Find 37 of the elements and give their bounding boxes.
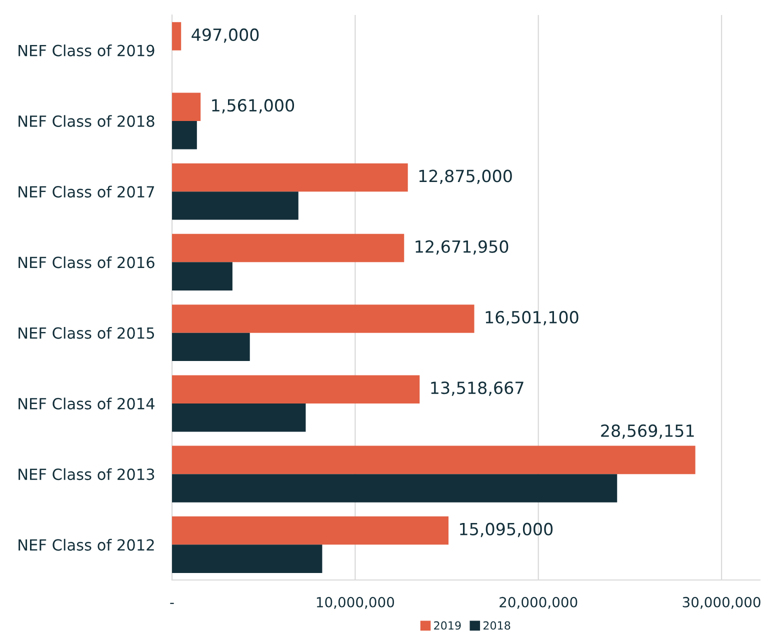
data-label: 28,569,151 [601, 424, 694, 439]
x-tick-label: 10,000,000 [316, 596, 394, 609]
data-label: 16,501,100 [486, 310, 578, 326]
bar [172, 446, 696, 474]
y-tick-label: NEF Class of 2012 [18, 538, 154, 551]
data-label: 497,000 [192, 28, 259, 43]
x-tick-label: 30,000,000 [682, 596, 760, 609]
bar [172, 92, 201, 121]
data-label: 12,875,000 [419, 170, 512, 184]
bar [172, 403, 306, 432]
x-tick-label: 20,000,000 [500, 596, 578, 609]
bar [172, 544, 322, 573]
bar [172, 304, 474, 333]
y-tick-label: NEF Class of 2014 [18, 398, 154, 410]
bar [172, 474, 618, 502]
bar [172, 192, 298, 220]
legend-label: 2018 [483, 621, 510, 630]
y-tick-label: NEF Class of 2018 [18, 115, 154, 127]
y-tick-label: NEF Class of 2017 [18, 186, 154, 198]
bar [172, 332, 250, 362]
y-tick-label: NEF Class of 2013 [18, 468, 154, 480]
y-tick-label: NEF Class of 2015 [18, 327, 154, 339]
bar [172, 163, 408, 192]
legend-label: 2019 [434, 621, 461, 630]
x-tick-label: - [170, 602, 174, 604]
bar [172, 234, 404, 262]
y-tick-label: NEF Class of 2019 [18, 44, 154, 56]
bar [172, 262, 232, 290]
bar [172, 375, 420, 404]
data-label: 1,561,000 [212, 99, 294, 114]
bar [172, 22, 182, 50]
y-tick-label: NEF Class of 2016 [18, 256, 154, 268]
bar [172, 120, 197, 150]
data-label: 12,671,950 [416, 240, 508, 255]
data-label: 15,095,000 [460, 522, 553, 538]
bar [172, 516, 449, 545]
data-label: 13,518,667 [431, 382, 524, 396]
